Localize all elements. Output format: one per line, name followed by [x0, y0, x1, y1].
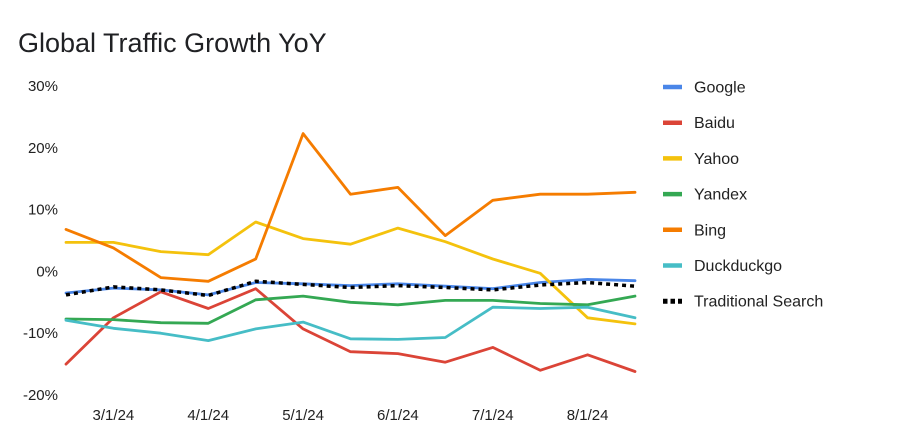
legend-label: Traditional Search: [694, 294, 823, 311]
series-line-baidu: [64, 287, 637, 373]
legend: Google Baidu Yahoo Yandex Bing Duckduckgo Trad…: [663, 80, 823, 311]
legend-item-google: Google: [663, 80, 746, 97]
series-line-yandex: [64, 294, 637, 325]
legend-label: Yandex: [694, 187, 747, 204]
legend-item-traditional-search: Traditional Search: [663, 294, 823, 311]
x-tick-label: 8/1/24: [567, 407, 609, 424]
y-tick-label: 20%: [28, 140, 58, 157]
series-line-google: [64, 277, 637, 297]
legend-item-bing: Bing: [663, 222, 726, 239]
series-line-bing: [64, 132, 637, 283]
x-tick-label: 4/1/24: [187, 407, 229, 424]
legend-label: Bing: [694, 222, 726, 239]
legend-label: Yahoo: [694, 151, 739, 168]
legend-label: Baidu: [694, 115, 735, 132]
y-axis: 30% 20% 10% 0% -10% -20%: [23, 78, 58, 404]
y-tick-label: -10%: [23, 325, 58, 342]
legend-label: Duckduckgo: [694, 258, 782, 275]
plot-area: [64, 132, 637, 373]
chart-title: Global Traffic Growth YoY: [18, 28, 327, 58]
series-line-yahoo: [64, 220, 637, 326]
legend-item-baidu: Baidu: [663, 115, 735, 132]
legend-item-yandex: Yandex: [663, 187, 747, 204]
series-line-duckduckgo: [64, 305, 637, 343]
y-tick-label: 30%: [28, 78, 58, 95]
y-tick-label: 10%: [28, 202, 58, 219]
legend-item-duckduckgo: Duckduckgo: [663, 258, 782, 275]
legend-item-yahoo: Yahoo: [663, 151, 739, 168]
y-tick-label: 0%: [36, 263, 58, 280]
legend-label: Google: [694, 80, 746, 97]
x-axis: 3/1/24 4/1/24 5/1/24 6/1/24 7/1/24 8/1/24: [93, 407, 609, 424]
x-tick-label: 6/1/24: [377, 407, 419, 424]
y-tick-label: -20%: [23, 387, 58, 404]
x-tick-label: 3/1/24: [93, 407, 135, 424]
x-tick-label: 5/1/24: [282, 407, 324, 424]
x-tick-label: 7/1/24: [472, 407, 514, 424]
